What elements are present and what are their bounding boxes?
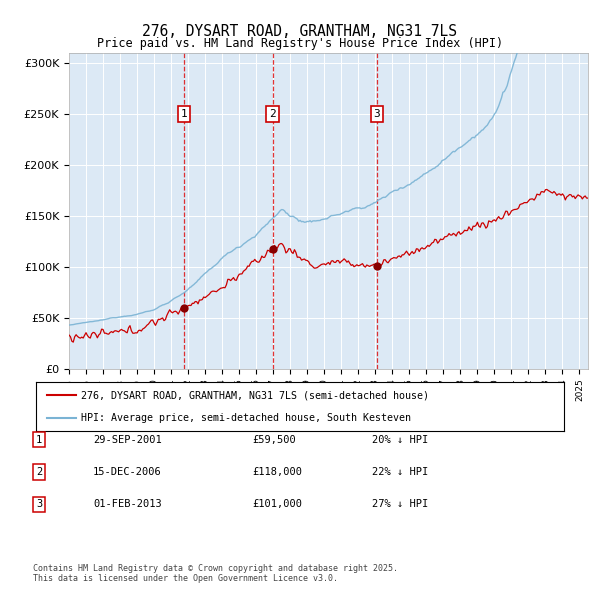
Text: 3: 3	[373, 109, 380, 119]
Text: 1: 1	[36, 435, 42, 444]
Text: 29-SEP-2001: 29-SEP-2001	[93, 435, 162, 444]
Text: 3: 3	[36, 500, 42, 509]
Text: 27% ↓ HPI: 27% ↓ HPI	[372, 500, 428, 509]
Text: £59,500: £59,500	[252, 435, 296, 444]
Text: 1: 1	[181, 109, 187, 119]
Text: £101,000: £101,000	[252, 500, 302, 509]
Text: 2: 2	[269, 109, 276, 119]
Text: 276, DYSART ROAD, GRANTHAM, NG31 7LS: 276, DYSART ROAD, GRANTHAM, NG31 7LS	[143, 24, 458, 38]
Text: 22% ↓ HPI: 22% ↓ HPI	[372, 467, 428, 477]
Text: 2: 2	[36, 467, 42, 477]
Text: 01-FEB-2013: 01-FEB-2013	[93, 500, 162, 509]
Text: £118,000: £118,000	[252, 467, 302, 477]
Text: Contains HM Land Registry data © Crown copyright and database right 2025.
This d: Contains HM Land Registry data © Crown c…	[33, 563, 398, 583]
Text: 276, DYSART ROAD, GRANTHAM, NG31 7LS (semi-detached house): 276, DYSART ROAD, GRANTHAM, NG31 7LS (se…	[81, 391, 429, 401]
Text: 15-DEC-2006: 15-DEC-2006	[93, 467, 162, 477]
Text: HPI: Average price, semi-detached house, South Kesteven: HPI: Average price, semi-detached house,…	[81, 412, 411, 422]
Text: 20% ↓ HPI: 20% ↓ HPI	[372, 435, 428, 444]
Text: Price paid vs. HM Land Registry's House Price Index (HPI): Price paid vs. HM Land Registry's House …	[97, 37, 503, 50]
